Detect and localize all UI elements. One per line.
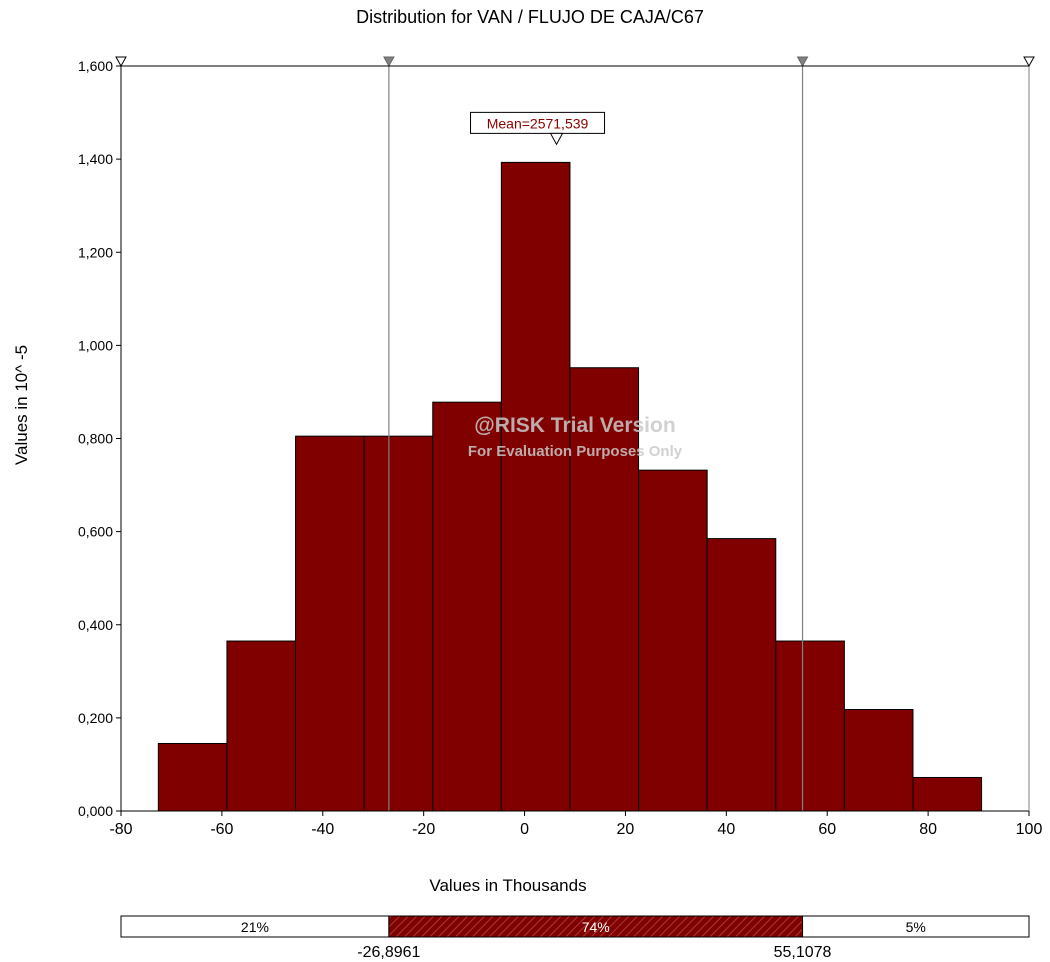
histogram-bar — [706, 538, 777, 812]
x-tick-label: -80 — [109, 821, 132, 838]
x-tick-label: 40 — [717, 821, 735, 838]
delimiter-layer — [383, 56, 809, 811]
probability-right-segment — [802, 915, 1030, 938]
y-axis-title: Values in 10^ -5 — [12, 345, 31, 465]
y-tick-label: 0,400 — [78, 617, 113, 633]
histogram-bar — [843, 708, 914, 812]
x-tick-label: -20 — [412, 821, 435, 838]
probability-left-label: 21% — [241, 919, 269, 935]
axes-layer: 0,000 0,200 0,400 0,600 0,800 1,000 1,200 1,400… — [78, 56, 1043, 838]
x-axis-title: Values in Thousands — [429, 876, 586, 895]
histogram-bar — [363, 435, 434, 812]
mean-triangle-icon — [549, 132, 564, 146]
y-tick-label: 0,000 — [78, 803, 113, 819]
histogram-bar — [226, 640, 297, 812]
x-tick-label: 60 — [818, 821, 836, 838]
histogram-bar — [295, 435, 365, 812]
histogram-bar — [912, 776, 983, 812]
y-tick-label: 1,200 — [78, 244, 113, 260]
probability-middle-label: 74% — [582, 919, 610, 935]
histogram-bar — [157, 742, 228, 812]
mean-marker: Mean=2571,539 — [470, 111, 606, 146]
probability-bar: 21% 74% 5% -26,8961 55,1078 — [120, 915, 1030, 961]
histogram-bar — [432, 401, 502, 812]
mean-label: Mean=2571,539 — [487, 115, 589, 131]
histogram-bar — [500, 161, 571, 812]
axis-end-triangle-icon — [1023, 56, 1035, 68]
histogram-bar — [569, 367, 640, 812]
x-tick-label: 80 — [919, 821, 937, 838]
x-tick-label: -60 — [210, 821, 233, 838]
y-tick-label: 1,600 — [78, 58, 113, 74]
left-delimiter-value: -26,8961 — [357, 944, 420, 961]
bars-layer — [157, 161, 983, 812]
right-delimiter-value: 55,1078 — [774, 944, 832, 961]
x-tick-label: 20 — [617, 821, 635, 838]
x-tick-label: 0 — [520, 821, 529, 838]
right-delimiter-triangle-icon — [796, 56, 809, 68]
histogram-bar — [638, 469, 708, 812]
y-tick-label: 0,800 — [78, 431, 113, 447]
y-tick-label: 0,600 — [78, 524, 113, 540]
mean-label-box — [470, 111, 606, 134]
y-tick-label: 1,400 — [78, 151, 113, 167]
histogram-bar — [775, 640, 845, 812]
y-tick-label: 1,000 — [78, 337, 113, 353]
watermark-title: @RISK Trial Version — [474, 414, 675, 437]
left-delimiter-triangle-icon — [383, 56, 395, 68]
x-tick-label: -40 — [311, 821, 334, 838]
x-tick-label: 100 — [1016, 821, 1043, 838]
chart-title: Distribution for VAN / FLUJO DE CAJA/C67 — [356, 7, 704, 27]
y-tick-label: 0,200 — [78, 710, 113, 726]
watermark-subtitle: For Evaluation Purposes Only — [468, 443, 683, 460]
axis-start-triangle-icon — [115, 56, 127, 68]
probability-right-label: 5% — [906, 919, 926, 935]
